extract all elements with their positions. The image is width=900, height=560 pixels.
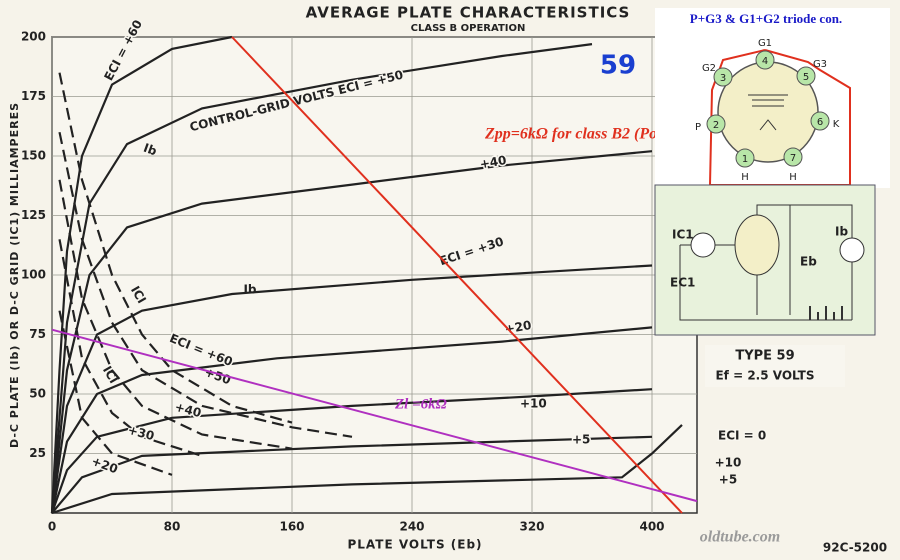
plate-current-curve	[50, 150, 653, 514]
grid-current-curve	[58, 310, 173, 476]
pin	[713, 67, 733, 87]
pin-number: 3	[720, 73, 726, 84]
pin-number: 1	[742, 154, 748, 165]
pin-number: 7	[790, 153, 796, 164]
plate-current-curve	[51, 424, 683, 515]
pin-label: H	[789, 172, 797, 183]
pin	[796, 66, 816, 86]
chart-subtitle: CLASS B OPERATION	[411, 23, 526, 34]
pin	[810, 111, 830, 131]
pin-number: 2	[713, 120, 719, 131]
pins: 1 H 2 P 3 G2 4 G1 5 G3 6 K 7 H	[695, 38, 840, 183]
base-diagram: P+G3 & G1+G2 triode con. 1 H 2 P 3 G2 4 G1 5 G3 6 K…	[655, 8, 890, 188]
pin-label: G2	[702, 63, 716, 74]
pin-label: G3	[813, 59, 827, 70]
test-circuit: IC1 EC1 Ib Eb	[654, 184, 876, 336]
y-tick-label: 175	[21, 89, 46, 103]
y-tick-label: 125	[21, 208, 46, 222]
x-tick-label: 160	[279, 520, 304, 534]
chart-title: AVERAGE PLATE CHARACTERISTICS	[306, 4, 631, 22]
x-axis-label: PLATE VOLTS (Eb)	[347, 538, 482, 552]
y-tick-label: 200	[21, 30, 46, 44]
annotation: +5	[719, 473, 737, 487]
battery	[809, 306, 843, 320]
annotation: 92C-5200	[823, 541, 887, 555]
y-axis-label: D-C PLATE (Ib) OR D-C GRID (IC1) MILLIAM…	[8, 102, 21, 448]
plate-current-curve	[50, 264, 653, 514]
y-tick-label: 50	[29, 387, 46, 401]
schematic-label: Eb	[800, 255, 817, 269]
pin	[755, 50, 775, 70]
annotation: +10	[715, 456, 742, 470]
x-tick-label: 320	[519, 520, 544, 534]
schematic-label: EC1	[670, 276, 695, 290]
grid-meter	[690, 232, 716, 258]
plate-current-curve	[50, 326, 653, 514]
curve-label: +5	[572, 433, 590, 447]
grid-current-curve	[58, 72, 293, 424]
plate-meter	[839, 237, 865, 263]
load-line	[231, 36, 683, 514]
curve-label: Zpp=6kΩ for class B2 (Po=20W)	[484, 126, 702, 143]
plate-current-curve	[50, 35, 233, 514]
type-box	[705, 345, 845, 387]
circuit-wires	[679, 204, 853, 321]
x-tick-label: 0	[48, 520, 56, 534]
grid-current-curve	[58, 131, 353, 438]
pin-label: G1	[758, 38, 772, 49]
tube-symbol	[748, 94, 788, 131]
circuit-tube	[734, 214, 780, 276]
pin-label: H	[741, 172, 749, 183]
annotation: oldtube.com	[700, 529, 780, 546]
x-tick-label: 240	[399, 520, 424, 534]
schematic-label: Ib	[835, 225, 848, 239]
curve-label: +40	[479, 153, 508, 171]
pin-label: P	[695, 122, 701, 133]
y-tick-label: 100	[21, 268, 46, 282]
filament-voltage: Ef = 2.5 VOLTS	[715, 369, 814, 383]
annotation: Ib	[142, 141, 159, 159]
load-line	[51, 328, 698, 503]
annotation: 59	[600, 51, 636, 81]
tube-type: TYPE 59	[735, 349, 794, 364]
y-tick-label: 150	[21, 149, 46, 163]
pin	[783, 147, 803, 167]
y-tick-label: 25	[29, 446, 46, 460]
pin-number: 4	[762, 56, 768, 67]
curve-label: Zl =6kΩ	[394, 396, 447, 412]
pin	[735, 148, 755, 168]
connection-note: P+G3 & G1+G2 triode con.	[690, 11, 842, 26]
curve-label: +10	[520, 397, 547, 411]
grid-current-curve	[58, 179, 293, 450]
annotation: Ib	[243, 283, 256, 297]
y-tick-label: 75	[29, 327, 46, 341]
pin-label: K	[833, 119, 840, 130]
pin-number: 6	[817, 117, 823, 128]
x-tick-label: 80	[164, 520, 181, 534]
grid-current-curve	[58, 239, 203, 457]
pin	[706, 114, 726, 134]
schematic-label: IC1	[672, 228, 694, 242]
curve-label: ECI = 0	[718, 429, 766, 443]
plate-current-curve	[50, 388, 653, 514]
pin-number: 5	[803, 72, 809, 83]
x-tick-label: 400	[639, 520, 664, 534]
plate-current-curve	[51, 435, 653, 514]
